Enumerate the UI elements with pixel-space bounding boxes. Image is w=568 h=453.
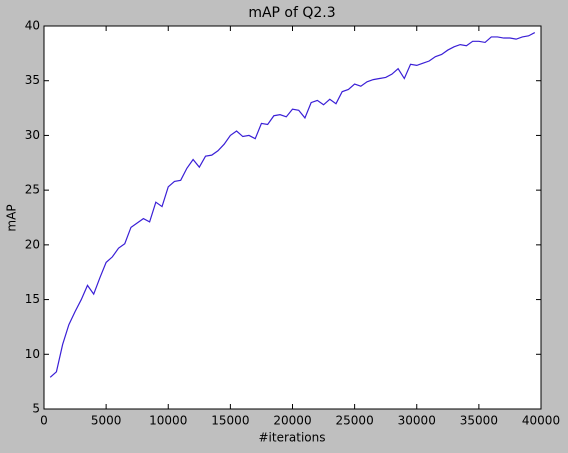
x-tick-label: 5000 — [91, 414, 122, 428]
x-tick-label: 15000 — [211, 414, 249, 428]
y-tick-label: 35 — [25, 73, 40, 87]
x-tick-label: 30000 — [398, 414, 436, 428]
x-axis-label: #iterations — [258, 431, 325, 445]
x-tick-label: 40000 — [522, 414, 560, 428]
x-tick-label: 10000 — [149, 414, 187, 428]
y-tick-label: 25 — [25, 183, 40, 197]
y-tick-label: 15 — [25, 292, 40, 306]
y-axis-label: mAP — [5, 204, 19, 231]
line-series — [49, 32, 536, 378]
y-tick-label: 30 — [25, 128, 40, 142]
chart-title: mAP of Q2.3 — [248, 5, 335, 21]
x-tick-label: 25000 — [336, 414, 374, 428]
x-tick-label: 0 — [40, 414, 48, 428]
plot-area — [43, 25, 542, 410]
x-tick-label: 35000 — [460, 414, 498, 428]
y-tick-label: 40 — [25, 19, 40, 33]
y-tick-label: 10 — [25, 347, 40, 361]
y-tick-label: 20 — [25, 237, 40, 251]
x-tick-label: 20000 — [273, 414, 311, 428]
y-tick-label: 5 — [32, 402, 40, 416]
